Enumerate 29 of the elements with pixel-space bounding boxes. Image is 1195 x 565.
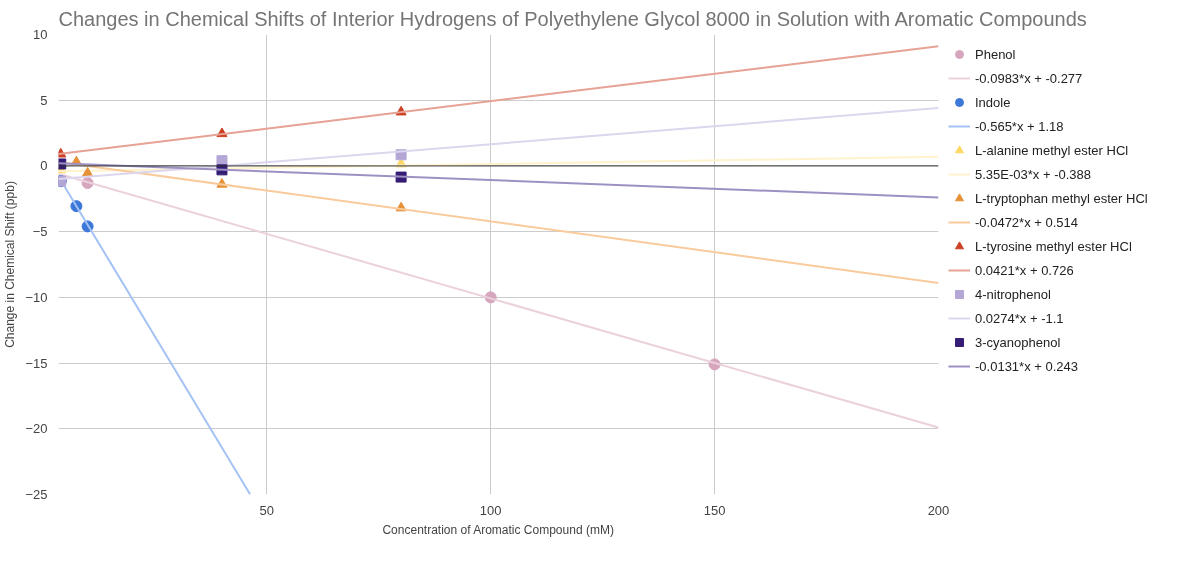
y-tick-label: −10 [25, 289, 48, 305]
y-tick-label: −25 [25, 487, 48, 502]
legend-label: L-tyrosine methyl ester HCl [975, 238, 1132, 254]
legend-label: 4-nitrophenol [975, 286, 1051, 302]
x-tick-label: 100 [479, 502, 502, 518]
x-tick-label: 50 [259, 502, 274, 518]
legend-label: 3-cyanophenol [975, 334, 1061, 350]
chart-title: Changes in Chemical Shifts of Interior Hydrogens of Polyethylene Glycol 8000 in Solution with Aromatic Compounds [58, 7, 1087, 30]
legend-label: Phenol [975, 46, 1016, 62]
legend-label: 0.0274*x + -1.1 [975, 310, 1064, 326]
legend-label: 0.0421*x + 0.726 [975, 262, 1074, 278]
legend-label: -0.0472*x + 0.514 [975, 214, 1078, 230]
y-tick-label: 10 [33, 27, 48, 42]
legend-label: L-tryptophan methyl ester HCl [975, 190, 1148, 206]
x-axis-title: Concentration of Aromatic Compound (mM) [382, 522, 614, 537]
x-tick-label: 200 [927, 502, 950, 518]
legend-label: Indole [975, 94, 1011, 110]
y-tick-label: −20 [25, 421, 48, 437]
y-axis-title: Change in Chemical Shift (ppb) [3, 181, 18, 348]
y-tick-label: 5 [40, 92, 48, 108]
legend-label: 5.35E-03*x + -0.388 [975, 166, 1091, 182]
x-tick-label: 150 [703, 502, 726, 518]
y-tick-label: −15 [25, 355, 48, 371]
y-tick-label: −5 [32, 224, 48, 240]
legend-label: -0.565*x + 1.18 [975, 118, 1064, 134]
legend-label: -0.0131*x + 0.243 [975, 358, 1078, 374]
y-tick-label: 0 [40, 158, 48, 174]
legend-label: -0.0983*x + -0.277 [975, 70, 1083, 86]
legend-label: L-alanine methyl ester HCl [975, 142, 1129, 158]
